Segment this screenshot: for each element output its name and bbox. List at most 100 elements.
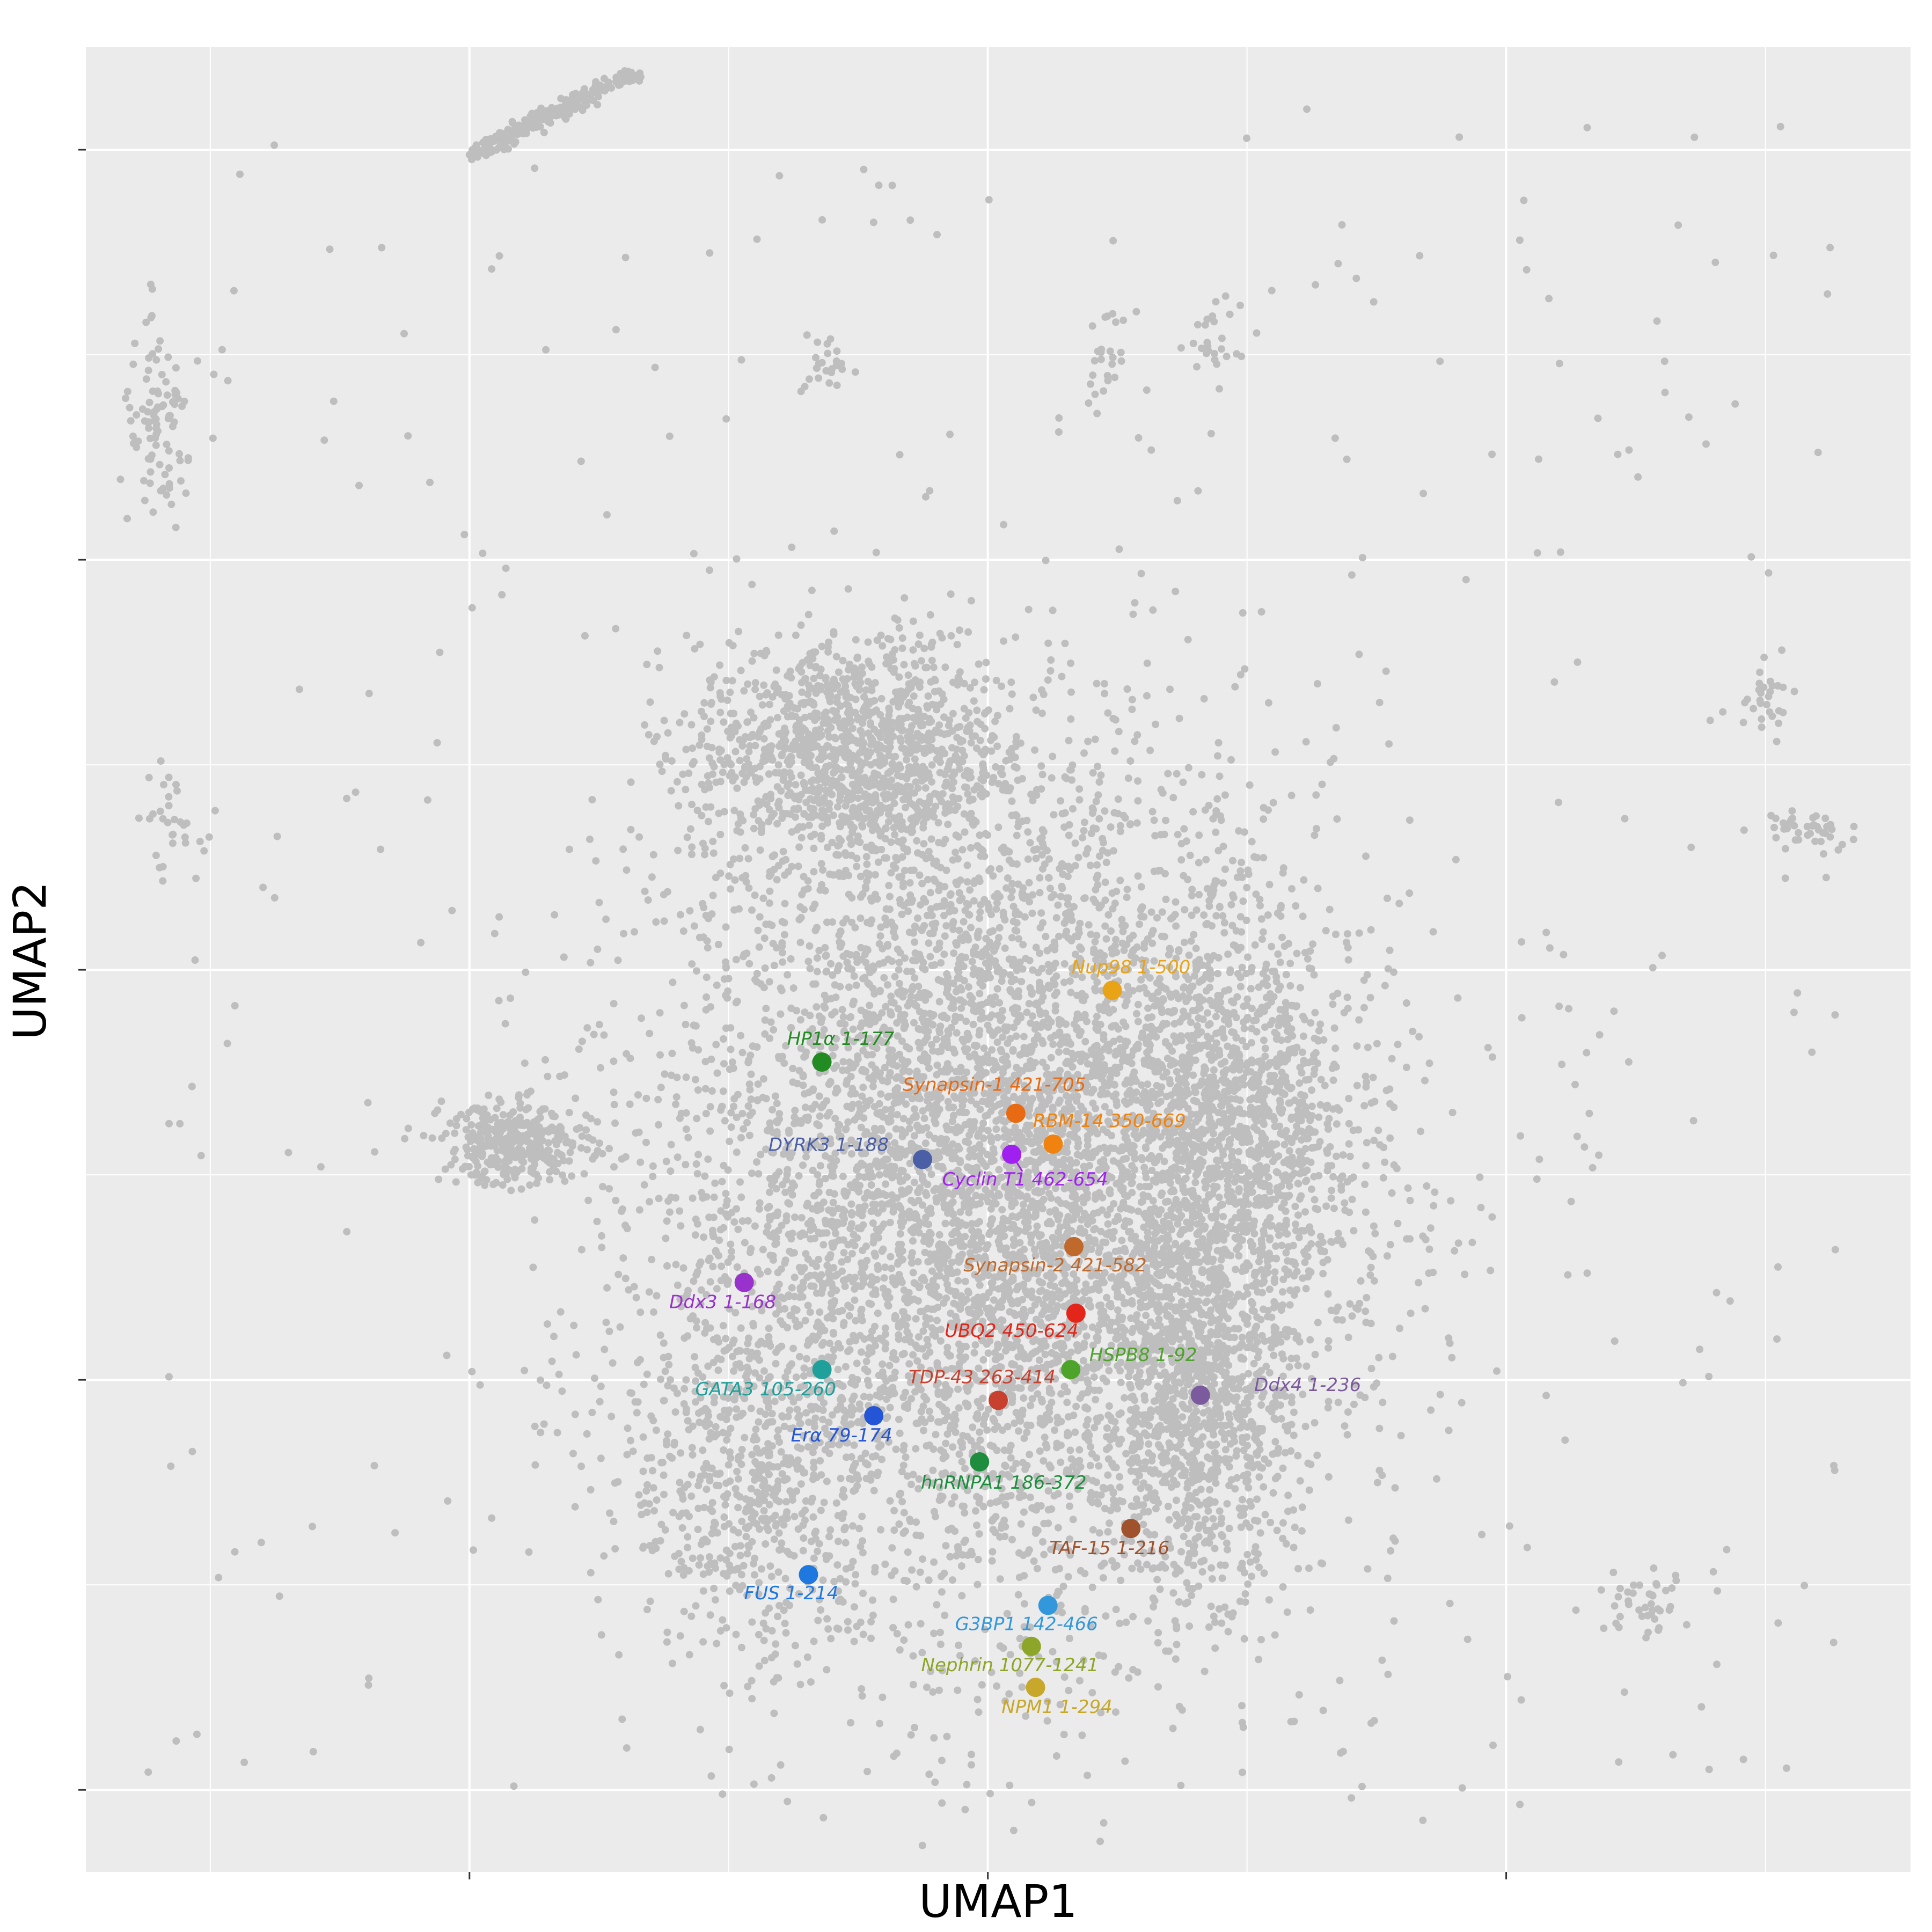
background-point <box>591 1374 598 1382</box>
background-point <box>1219 912 1227 920</box>
background-point <box>974 1293 982 1301</box>
background-point <box>1458 1399 1466 1407</box>
background-point <box>904 898 912 906</box>
background-point <box>811 926 819 934</box>
background-point <box>727 1240 735 1248</box>
background-point <box>1173 1641 1181 1649</box>
background-point <box>711 1179 719 1187</box>
background-point <box>976 831 984 839</box>
background-point <box>605 1185 613 1192</box>
background-point <box>1257 608 1265 616</box>
background-point <box>819 1241 828 1249</box>
background-point <box>895 1520 903 1528</box>
background-point <box>1104 1220 1112 1228</box>
background-point <box>1391 1537 1399 1545</box>
background-point <box>1011 1071 1019 1079</box>
background-point <box>893 1019 901 1027</box>
background-point <box>1045 1189 1053 1197</box>
background-point <box>661 1367 669 1375</box>
background-point <box>788 543 796 551</box>
background-point <box>1166 685 1174 693</box>
background-point <box>1100 680 1108 687</box>
background-point <box>1267 1519 1275 1526</box>
background-point <box>909 646 917 654</box>
background-point <box>747 1245 755 1253</box>
background-point <box>1005 1690 1013 1698</box>
background-point <box>689 1194 697 1202</box>
background-point <box>936 1641 945 1648</box>
background-point <box>909 1237 917 1245</box>
background-point <box>972 1054 980 1062</box>
background-point <box>501 1020 509 1028</box>
background-point <box>949 1045 957 1053</box>
background-point <box>914 1025 923 1033</box>
background-point <box>1324 1473 1333 1481</box>
background-point <box>1191 1179 1199 1187</box>
background-point <box>762 1005 770 1013</box>
background-point <box>916 871 924 879</box>
background-point <box>996 865 1004 873</box>
background-point <box>1173 1068 1181 1075</box>
background-point <box>592 857 600 865</box>
background-point <box>1148 1013 1156 1021</box>
background-point <box>867 1476 875 1484</box>
background-point <box>754 926 762 934</box>
background-point <box>976 1495 984 1502</box>
background-point <box>635 1206 643 1214</box>
background-point <box>930 1734 938 1742</box>
background-point <box>942 1542 950 1550</box>
background-point <box>648 1255 656 1263</box>
background-point <box>944 974 952 982</box>
background-point <box>901 867 909 875</box>
background-point <box>600 1031 608 1039</box>
background-point <box>1026 1451 1034 1459</box>
background-point <box>1079 833 1086 841</box>
background-point <box>880 1162 888 1170</box>
background-point <box>813 968 821 976</box>
background-point <box>720 1035 727 1043</box>
background-point <box>1084 845 1092 853</box>
background-point <box>1288 885 1296 893</box>
background-point <box>720 975 728 983</box>
background-point <box>950 949 958 957</box>
background-point <box>1164 1503 1172 1510</box>
background-point <box>1421 1077 1429 1085</box>
background-point <box>979 1503 987 1511</box>
background-point <box>1073 1010 1081 1018</box>
background-point <box>737 1031 745 1040</box>
background-point <box>947 590 955 598</box>
background-point <box>958 936 967 945</box>
background-point <box>770 1026 778 1034</box>
background-point <box>684 1133 692 1141</box>
background-point <box>1094 763 1101 771</box>
background-point <box>894 945 902 953</box>
background-point <box>1019 1320 1027 1328</box>
background-point <box>583 1024 591 1032</box>
background-point <box>1012 633 1020 641</box>
background-point <box>1386 1134 1394 1142</box>
background-point <box>522 968 530 976</box>
background-point <box>1036 1419 1044 1427</box>
background-point <box>930 1558 938 1566</box>
background-point <box>980 1044 988 1052</box>
background-point <box>1027 1307 1035 1315</box>
background-point <box>788 1249 796 1257</box>
background-point <box>1084 1060 1092 1068</box>
background-point <box>961 906 969 914</box>
background-point <box>933 1062 941 1069</box>
background-point <box>1346 1300 1354 1308</box>
background-point <box>1542 1392 1550 1400</box>
background-point <box>1075 1677 1084 1685</box>
background-point <box>1104 709 1112 717</box>
background-point <box>909 1652 917 1660</box>
background-point <box>1079 1357 1087 1365</box>
background-point <box>1355 929 1363 937</box>
background-point <box>1091 1424 1099 1432</box>
background-point <box>811 980 819 988</box>
background-point <box>1039 1538 1047 1546</box>
background-point <box>1177 856 1185 864</box>
background-point <box>1212 1013 1220 1021</box>
background-point <box>955 1404 963 1412</box>
background-point <box>537 1429 545 1437</box>
background-point <box>990 1296 998 1304</box>
